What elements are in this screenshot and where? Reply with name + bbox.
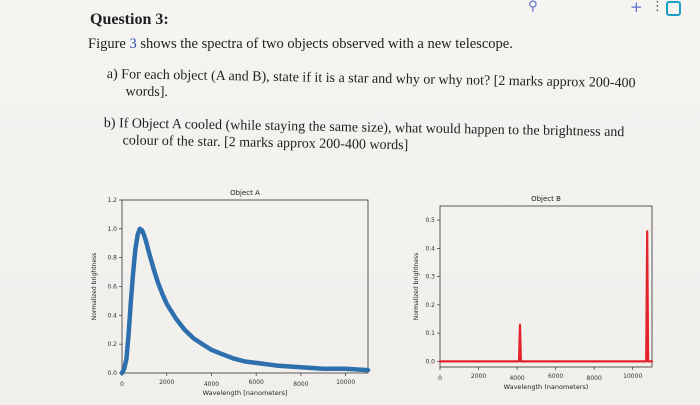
figure-link[interactable]: 3 [129,36,137,52]
y-tick-label: 0.8 [107,255,117,262]
y-tick-label: 1.2 [107,197,117,204]
y-tick-label: 0.2 [107,341,117,348]
x-tick-label: 8000 [587,375,602,382]
y-tick-label: 0.4 [107,312,117,319]
question-item-a: a) For each object (A and B), state if i… [106,66,667,110]
intro-suffix: shows the spectra of two objects observe… [136,36,513,52]
x-axis-label: Wavelength (nanometers) [504,383,589,391]
x-tick-label: 8000 [293,381,308,388]
browser-toolbar-fragment: ⚲ + ⋮ [0,0,700,16]
question-title: Question 3: [90,11,169,28]
question-intro: Figure 3 shows the spectra of two object… [88,36,513,53]
series-line [438,230,654,363]
chart-object-a: Object A 0 2000 4000 6000 8000 10000 0.0 0.2 0.4 0… [91,189,371,397]
x-tick-label: 10000 [336,379,355,386]
x-tick-label: 0 [120,381,124,388]
y-tick-label: 0.6 [107,284,117,291]
y-tick-label: 1.0 [107,226,117,233]
x-tick-label: 0 [438,375,442,382]
x-tick-label: 2000 [159,379,174,386]
y-tick-label: 0.2 [425,302,435,309]
y-tick-label: 0.1 [425,330,435,337]
x-tick-label: 10000 [623,373,642,380]
plot-frame [439,205,653,368]
more-menu-icon[interactable]: ⋮ [651,0,664,14]
y-axis-label: Normalized brightness [413,253,420,321]
question-item-b: b) If Object A cooled (while staying the… [103,115,664,159]
figure-3: Object A 0 2000 4000 6000 8000 10000 0.0 0.2 0.4 0… [91,189,654,397]
y-tick-label: 0.4 [425,245,435,252]
y-axis-label: Normalized brightness [91,253,98,321]
y-tick-label: 0.5 [425,217,435,224]
y-tick-label: 0.0 [425,358,435,365]
x-tick-label: 4000 [509,375,524,382]
plus-icon[interactable]: + [630,0,643,16]
y-tick-label: 0.0 [107,370,117,377]
chart-title: Object B [531,195,561,203]
x-tick-label: 6000 [548,373,563,380]
y-tick-label: 0.3 [425,274,435,281]
x-tick-label: 6000 [249,379,264,386]
chart-title: Object A [230,189,260,197]
x-tick-label: 2000 [471,373,486,380]
series-line [119,226,371,376]
app-icon[interactable] [666,1,681,16]
pin-icon[interactable]: ⚲ [528,0,538,14]
x-axis-label: Wavelength [nanometers] [203,389,288,397]
chart-object-b: Object B 0 2000 4000 6000 8000 10000 0.0 0.1 0.2 0… [413,195,654,391]
intro-prefix: Figure [88,36,130,52]
x-tick-label: 4000 [204,381,219,388]
